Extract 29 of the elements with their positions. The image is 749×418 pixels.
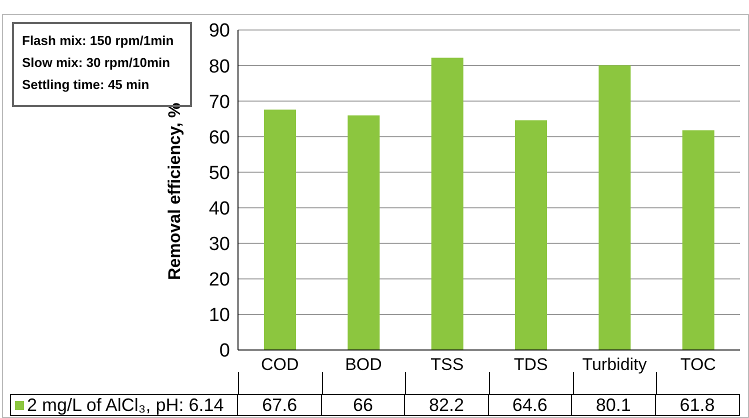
y-tick-label: 0 [219,340,230,362]
data-label: 66 [322,395,406,415]
data-label: 80.1 [572,395,656,415]
y-tick-label: 20 [208,270,230,291]
y-tick-label: 40 [208,198,230,220]
y-tick-label: 90 [208,20,230,42]
data-label: 64.6 [488,395,572,415]
bar [682,130,714,350]
x-tick-label: TSS [430,355,464,374]
data-label: 67.6 [238,395,322,415]
bar [348,115,380,350]
y-tick-label: 10 [208,305,230,326]
bar [264,110,296,350]
y-tick-label: 50 [208,162,230,184]
x-tick-label: Turbidity [582,355,648,374]
bar [431,58,464,350]
y-tick-label: 80 [208,56,230,78]
data-label: 82.2 [405,395,489,415]
data-label: 61.8 [678,395,716,415]
x-tick-label: BOD [345,355,382,374]
y-tick-label: 30 [208,234,230,256]
legend-label: 2 mg/L of AlCl₃, pH: 6.14 [27,394,224,416]
y-tick-label: 60 [208,127,230,148]
x-tick-label: TOC [680,355,716,374]
x-tick-label: TDS [514,355,548,374]
bar [598,65,631,350]
bar [515,120,547,350]
x-tick-label: COD [260,355,299,374]
y-tick-label: 70 [208,92,230,113]
